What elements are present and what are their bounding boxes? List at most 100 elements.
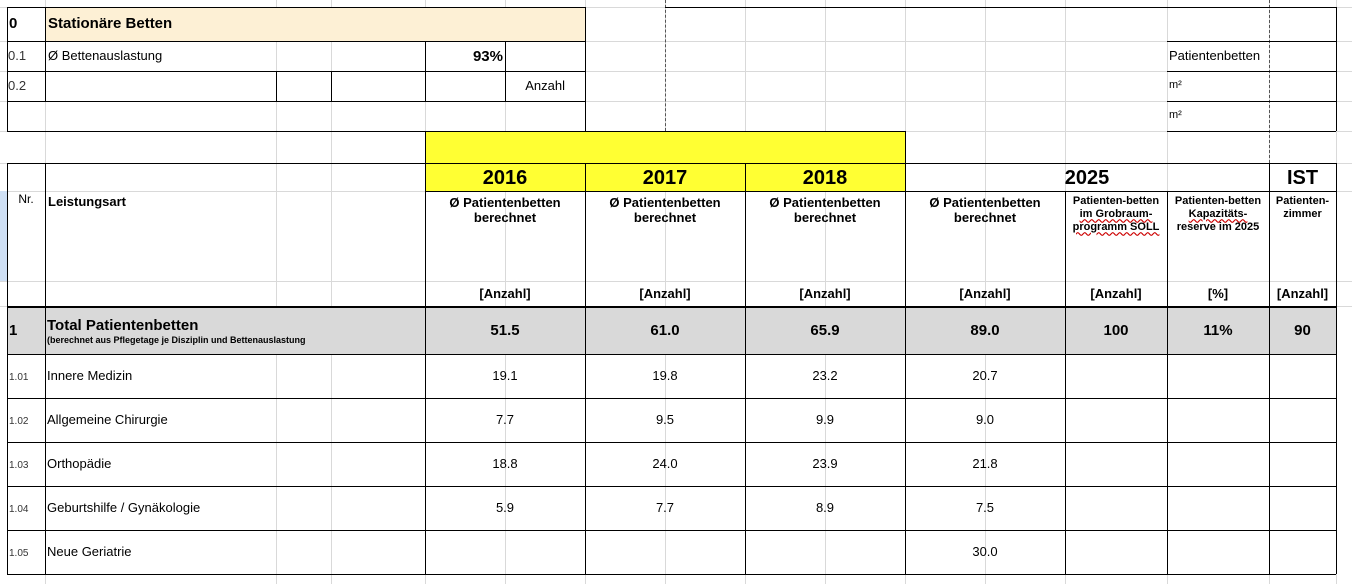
row-label: Innere Medizin [47,368,133,383]
unit-2018: [Anzahl] [799,286,851,301]
row-value-2025[interactable]: 7.5 [975,500,995,515]
gridline [825,0,826,584]
side-label-patientenbetten: Patientenbetten [1169,48,1261,63]
total-2017[interactable]: 61.0 [650,322,680,339]
row-nr: 1.03 [9,460,29,471]
border [7,306,1336,308]
border [425,41,426,101]
row-value-2017[interactable]: 24.0 [652,456,678,471]
occupancy-value[interactable]: 93% [472,48,503,65]
unit-zimmer: [Anzahl] [1276,286,1329,301]
row-value-2017[interactable]: 9.5 [655,412,675,427]
row-value-2025[interactable]: 30.0 [972,544,998,559]
gridline [0,41,1352,42]
total-soll[interactable]: 100 [1103,322,1129,339]
col-header-line: Ø Patientenbetten [449,195,561,210]
row-value-2017[interactable]: 19.8 [652,368,678,383]
total-reserve[interactable]: 11% [1203,322,1233,339]
row-number: 0.1 [8,48,27,63]
border [1065,191,1066,574]
border [45,163,46,574]
row-nr: 1.04 [9,504,29,515]
col-header-line: berechnet [953,209,1017,225]
unit-2017: [Anzahl] [639,286,691,301]
row-value-2016[interactable]: 5.9 [495,500,515,515]
row-value-2018[interactable]: 23.9 [812,456,838,471]
border [1167,41,1336,42]
border [425,131,905,132]
row-value-2016[interactable]: 19.1 [492,368,518,383]
border [331,71,332,101]
gridline [0,101,1352,102]
row-value-2016[interactable]: 18.8 [492,456,518,471]
border [7,71,585,72]
section-title: Stationäre Betten [48,15,173,32]
row-value-2016[interactable]: 7.7 [495,412,515,427]
border [1269,163,1270,574]
unit-soll: [Anzahl] [1090,286,1142,301]
total-sublabel: (berechnet aus Pflegetage je Disziplin u… [47,335,306,345]
row-nr: 1.01 [9,372,29,383]
col-header-line: Ø Patientenbetten [609,195,721,210]
col-header-line: Patienten-betten [1072,195,1160,207]
total-2018[interactable]: 65.9 [810,322,840,339]
col-header-line: im Grobraum- [1079,208,1153,221]
border [1167,71,1336,72]
col-header-line: Patienten- [1275,195,1330,207]
row-value-2018[interactable]: 9.9 [815,412,835,427]
unit-label: Anzahl [525,78,565,93]
col-header-line: programm SOLL [1072,221,1160,234]
col-header-soll: Patienten-betten im Grobraum- programm S… [1065,195,1167,235]
row-label: Orthopädie [47,456,112,471]
row-nr: 1.05 [9,548,29,559]
unit-reserve: [%] [1207,286,1229,301]
col-header-2018: Ø Patientenbetten berechnet [745,195,905,226]
row-value-2018[interactable]: 8.9 [815,500,835,515]
year-2025-header: 2025 [1064,167,1110,189]
year-2017-header: 2017 [642,167,688,189]
gridline [505,0,506,584]
leistungsart-header: Leistungsart [48,194,127,209]
border [1336,7,1337,131]
border [1167,191,1168,574]
border [425,131,426,574]
col-header-line: Patienten-betten [1174,195,1262,207]
row-number: 0.2 [8,78,27,93]
col-header-line: reserve im 2025 [1176,221,1260,234]
border [7,398,1336,399]
row-value-2025[interactable]: 21.8 [972,456,998,471]
page-break-line [1269,0,1270,163]
total-nr: 1 [9,322,18,339]
border [585,7,586,131]
gridline [0,71,1352,72]
col-header-zimmer: Patienten- zimmer [1269,195,1336,221]
occupancy-label: Ø Bettenauslastung [48,48,163,63]
row-value-2017[interactable]: 7.7 [655,500,675,515]
col-header-line: zimmer [1283,208,1322,221]
border [7,486,1336,487]
row-value-2025[interactable]: 9.0 [975,412,995,427]
row-label: Geburtshilfe / Gynäkologie [47,500,201,515]
border [7,131,585,132]
section-number: 0 [9,15,18,32]
row-label: Allgemeine Chirurgie [47,412,168,427]
row-value-2025[interactable]: 20.7 [972,368,998,383]
col-header-2016: Ø Patientenbetten berechnet [425,195,585,226]
gridline [665,0,666,584]
total-2025[interactable]: 89.0 [970,322,1000,339]
border [1167,101,1336,102]
side-label-m2: m² [1169,79,1182,91]
border [505,41,506,101]
total-2016[interactable]: 51.5 [490,322,520,339]
col-header-line: Kapazitäts- [1188,208,1248,221]
gridline [0,281,1352,282]
row-value-2018[interactable]: 23.2 [812,368,838,383]
border [425,191,1336,192]
border [7,7,585,8]
total-zimmer[interactable]: 90 [1294,322,1311,339]
side-label-m2: m² [1169,109,1182,121]
border [7,530,1336,531]
page-break-line [665,0,666,131]
border [7,574,1336,575]
